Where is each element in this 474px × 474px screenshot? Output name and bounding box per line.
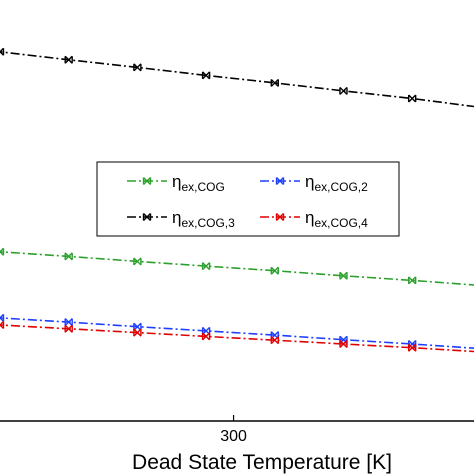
data-point	[339, 271, 348, 280]
data-point	[133, 322, 142, 331]
data-point	[407, 343, 417, 352]
x-axis-ticks: 300	[220, 415, 247, 445]
data-point	[201, 71, 211, 80]
data-point	[0, 313, 5, 322]
data-point	[201, 262, 211, 271]
data-point	[64, 55, 73, 64]
legend-marker	[142, 213, 152, 221]
data-point	[0, 47, 5, 56]
data-point	[0, 321, 5, 330]
data-point	[133, 257, 142, 266]
legend-marker	[275, 177, 285, 185]
legend-entry: ηex,COG,3	[127, 208, 235, 230]
data-point	[0, 247, 5, 256]
data-point	[133, 328, 142, 337]
data-point	[64, 252, 73, 261]
data-point	[64, 318, 73, 327]
series-layer	[0, 47, 474, 353]
legend-label: ηex,COG,4	[305, 208, 368, 230]
data-point	[270, 266, 279, 275]
series-3	[0, 47, 474, 108]
data-point	[339, 339, 348, 348]
legend-marker	[142, 177, 152, 185]
plot-area: 300	[0, 47, 474, 445]
legend-entries: ηex,COG ηex,COG,2 ηex,COG,3 ηex,COG,4	[127, 172, 368, 230]
legend-box	[96, 161, 400, 237]
series-4	[0, 321, 474, 353]
series-line	[0, 50, 474, 108]
data-point	[270, 78, 279, 87]
legend: ηex,COG ηex,COG,2 ηex,COG,3 ηex,COG,4	[96, 161, 400, 237]
legend-marker	[275, 213, 285, 221]
data-point	[64, 324, 73, 333]
legend-label: ηex,COG,2	[305, 172, 368, 194]
data-point	[133, 63, 142, 72]
legend-label: ηex,COG	[172, 172, 225, 194]
series-1	[0, 247, 474, 286]
legend-entry: ηex,COG	[127, 172, 225, 194]
legend-label: ηex,COG,3	[172, 208, 235, 230]
data-point	[407, 276, 417, 285]
x-axis-title: Dead State Temperature [K]	[132, 451, 392, 474]
x-tick-label: 300	[220, 428, 247, 445]
data-point	[270, 336, 279, 345]
series-2	[0, 313, 474, 349]
data-point	[339, 86, 348, 95]
data-point	[407, 94, 417, 103]
data-point	[201, 332, 211, 341]
legend-entry: ηex,COG,2	[260, 172, 368, 194]
legend-entry: ηex,COG,4	[260, 208, 368, 230]
